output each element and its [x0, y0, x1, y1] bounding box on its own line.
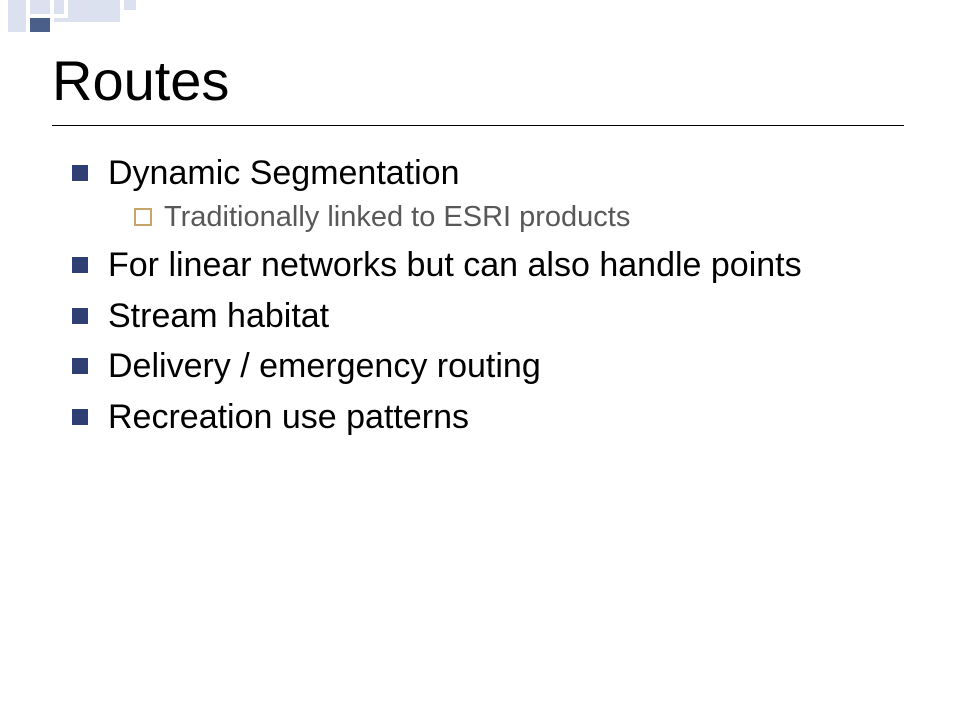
list-item-text: Delivery / emergency routing: [108, 347, 541, 385]
sub-list-item: Traditionally linked to ESRI products: [134, 199, 904, 237]
list-item-text: Recreation use patterns: [108, 398, 469, 436]
list-item: Delivery / emergency routing: [72, 345, 904, 388]
list-item: For linear networks but can also handle …: [72, 244, 904, 287]
list-item: Recreation use patterns: [72, 396, 904, 439]
sub-bullet-list: Traditionally linked to ESRI products: [108, 199, 904, 237]
bullet-list: Dynamic Segmentation Traditionally linke…: [52, 152, 904, 438]
slide: Routes Dynamic Segmentation Traditionall…: [0, 0, 960, 438]
list-item: Stream habitat: [72, 295, 904, 338]
title-rule: [52, 125, 904, 126]
list-item: Dynamic Segmentation Traditionally linke…: [72, 152, 904, 236]
list-item-text: For linear networks but can also handle …: [108, 246, 802, 284]
sub-list-item-text: Traditionally linked to ESRI products: [164, 201, 630, 233]
list-item-text: Dynamic Segmentation: [108, 154, 460, 192]
slide-title: Routes: [52, 48, 904, 113]
list-item-text: Stream habitat: [108, 297, 329, 335]
